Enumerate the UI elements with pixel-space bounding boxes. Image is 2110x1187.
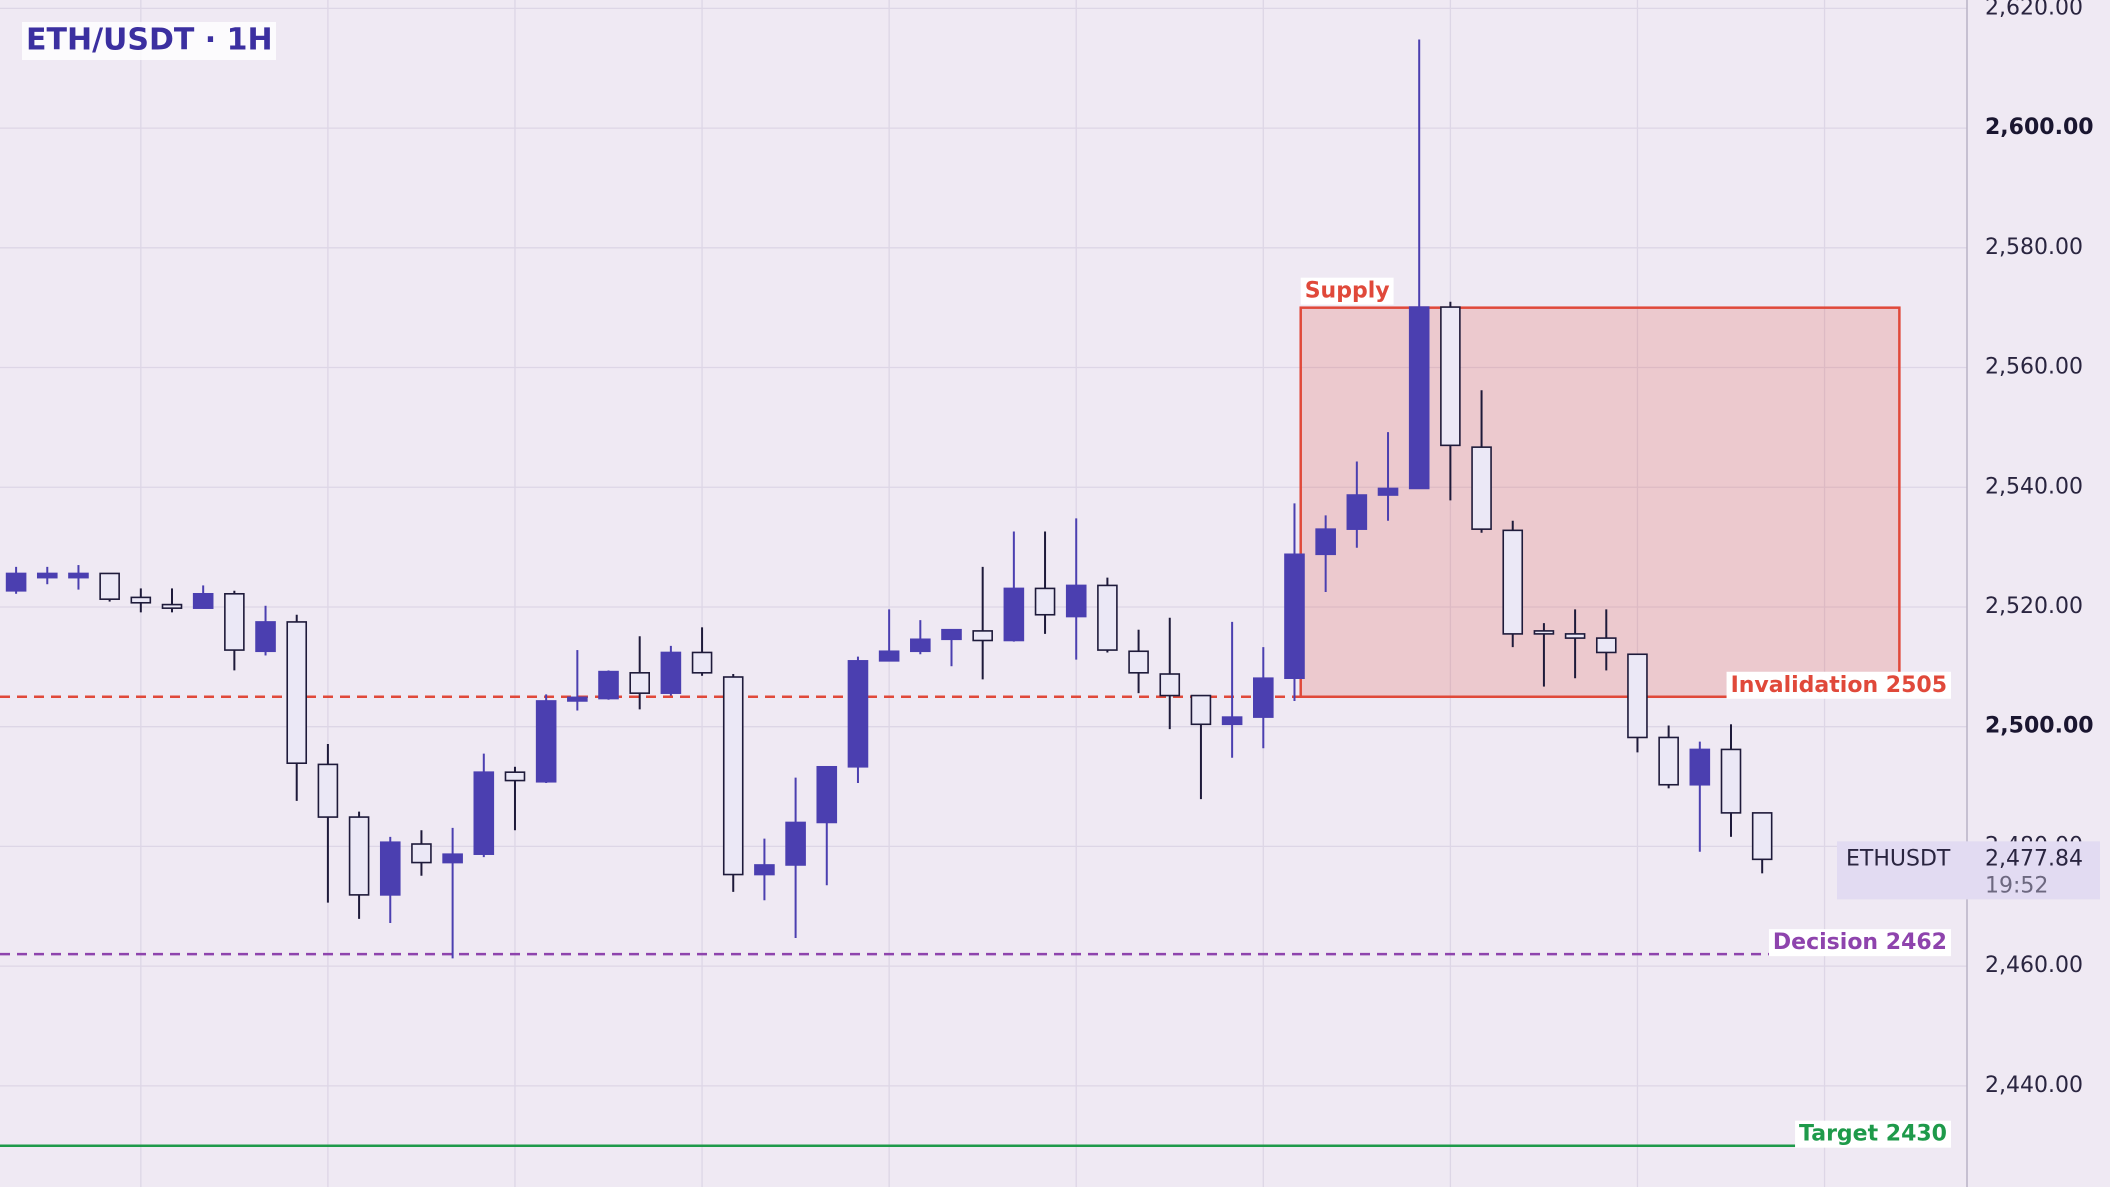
last-price-value: 2,477.84: [1985, 846, 2083, 871]
candle-body: [317, 763, 339, 818]
candle-body: [1034, 587, 1056, 616]
y-tick-label: 2,440.00: [1985, 1073, 2083, 1098]
supply-zone: [1299, 306, 1901, 699]
candle-body: [161, 603, 183, 609]
candle-body: [567, 696, 588, 702]
candle-body: [1377, 487, 1399, 496]
candle-body: [1471, 446, 1492, 530]
label-bg: [1768, 929, 1951, 957]
candle-body: [255, 621, 276, 653]
candle-body: [68, 572, 89, 579]
candle-body: [36, 572, 58, 579]
y-tick-label: 2,500.00: [1985, 714, 2094, 739]
candle-body: [504, 771, 526, 782]
candle-body: [598, 670, 619, 700]
candle-body: [629, 672, 651, 694]
y-tick-label: 2,560.00: [1985, 355, 2083, 380]
candle-body: [1564, 633, 1586, 639]
y-tick-label: 2,580.00: [1985, 235, 2083, 260]
candle-body: [1440, 306, 1461, 447]
candle-body: [910, 638, 931, 653]
candle-body: [1408, 306, 1430, 490]
countdown: 19:52: [1985, 873, 2048, 898]
candle-body: [785, 821, 806, 866]
candle-body: [1315, 528, 1336, 556]
candle-body: [1159, 673, 1181, 697]
candle-body: [1346, 494, 1368, 530]
level-label: Supply: [1305, 279, 1390, 304]
candle-body: [847, 660, 869, 768]
candle-body: [5, 572, 27, 592]
level-label: Invalidation 2505: [1731, 673, 1947, 698]
candle-body: [1595, 637, 1617, 654]
candle-body: [473, 771, 495, 855]
candle-body: [411, 843, 432, 864]
candle-body: [130, 596, 152, 604]
y-tick-label: 2,600.00: [1985, 115, 2094, 140]
candle-body: [1689, 748, 1711, 786]
candle-body: [754, 864, 775, 876]
candle-body: [1065, 584, 1087, 618]
y-tick-label: 2,520.00: [1985, 594, 2083, 619]
candle-body: [192, 592, 214, 609]
y-tick-label: 2,460.00: [1985, 953, 2083, 978]
level-label: Decision 2462: [1773, 930, 1947, 955]
candle-body: [972, 630, 993, 642]
candle-body: [660, 651, 682, 694]
candle-body: [1253, 677, 1274, 718]
candle-body: [1627, 653, 1648, 739]
candle-body: [816, 765, 838, 824]
candle-body: [535, 700, 557, 783]
label-bg: [1795, 1120, 1951, 1148]
level-label: Target 2430: [1799, 1122, 1947, 1147]
candle-body: [379, 841, 401, 896]
candle-body: [1533, 630, 1555, 635]
candle-body: [1190, 694, 1212, 726]
candle-body: [1284, 553, 1305, 680]
candle-body: [878, 650, 900, 662]
y-tick-label: 2,540.00: [1985, 474, 2083, 499]
candle-body: [1128, 650, 1149, 674]
candle-body: [722, 676, 744, 876]
candle-body: [224, 592, 245, 651]
last-price-box: [1837, 841, 2100, 900]
candle-body: [941, 628, 962, 641]
candle-body: [1658, 736, 1679, 786]
candle-body: [1502, 529, 1524, 635]
candle-body: [1003, 587, 1025, 642]
candle-body: [1720, 748, 1742, 814]
label-bg: [1726, 671, 1951, 699]
candle-body: [99, 572, 120, 600]
last-price-symbol: ETHUSDT: [1846, 846, 1951, 871]
candle-body: [348, 816, 370, 896]
candle-body: [1751, 812, 1773, 861]
candle-body: [442, 853, 463, 864]
candle-body: [286, 621, 308, 764]
candle-body: [1221, 716, 1243, 726]
y-tick-label: 2,620.00: [1985, 0, 2083, 20]
label-bg: [1300, 277, 1394, 305]
chart-title: ETH/USDT · 1H: [26, 23, 273, 58]
candle-body: [1097, 584, 1118, 651]
candle-body: [691, 651, 713, 674]
title-bg: [22, 22, 276, 60]
